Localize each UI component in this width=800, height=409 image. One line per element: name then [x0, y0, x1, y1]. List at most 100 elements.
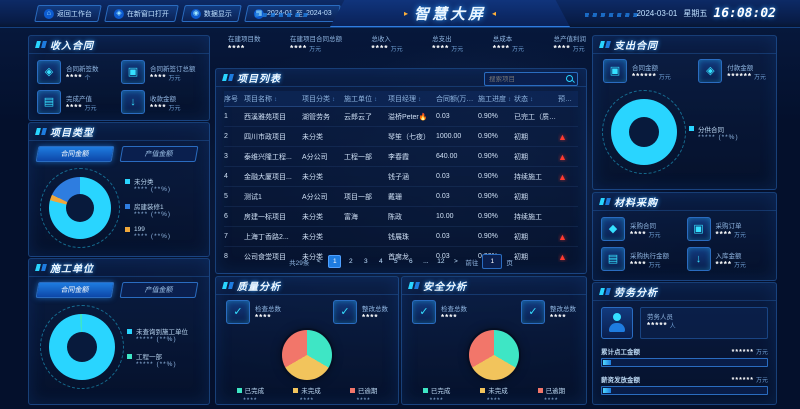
kpi-total-cost: 总成本 **** 万元: [493, 33, 524, 61]
sort-icon[interactable]: ↕: [530, 97, 533, 103]
legend-dot: [480, 387, 486, 393]
tab-contract-amount[interactable]: 合同金额: [35, 146, 115, 162]
panel-title: 质量分析: [216, 277, 398, 295]
legend-dot: [125, 178, 130, 184]
page-button-12[interactable]: 12: [437, 258, 445, 265]
project-table: 序号 项目名称↕ 项目分类↕ 施工单位↕ 项目经理↕ 合同额(万元)↕ 施工进度…: [224, 91, 578, 266]
kpi-label: 总收入: [371, 36, 391, 43]
shield-icon: ◈: [37, 60, 61, 84]
next-page-button[interactable]: >: [453, 258, 458, 265]
title-bars-icon: [599, 41, 611, 48]
kpi-value: **** 万元: [289, 43, 322, 53]
stat-quality-rectify: ✓ 整改总数 ****: [333, 300, 388, 324]
kpi-total-expense: 总支出 **** 万元: [432, 33, 463, 61]
legend-item: 已完成 ****: [422, 385, 450, 404]
panel-income-contracts: 收入合同 ◈ 合同新签数 **** 个 ▣ 合同新签订总额 **** 万元 ▤ 完成…: [28, 35, 210, 121]
warning-icon: ▲: [558, 151, 567, 162]
stat-purchase-order: ▣ 采购订单 **** 万元: [686, 217, 769, 241]
page-button-6[interactable]: 6: [409, 258, 413, 265]
table-row[interactable]: 2 四川市政项目 未分类 琴笙（七夜） 1000.00 0.90% 初期 ▲: [224, 127, 578, 147]
page-button-5[interactable]: 5: [394, 258, 398, 265]
page-button-4[interactable]: 4: [379, 258, 383, 265]
table-row[interactable]: 5 测试1 A分公司 项目一部 戴珊 0.03 0.90% 初期: [224, 187, 578, 207]
legend-item: 工程一部 ***** (**%): [127, 351, 188, 368]
stat-purchase-exec: ▤ 采购执行金额 **** 万元: [601, 247, 683, 271]
search-input[interactable]: [485, 75, 565, 83]
sort-icon[interactable]: ↕: [332, 96, 335, 103]
tab-output-amount[interactable]: 产值金额: [119, 282, 199, 298]
legend-item: 未完成 ****: [293, 385, 321, 404]
construction-unit-donut-chart: [40, 305, 124, 389]
search-icon[interactable]: [565, 74, 575, 84]
prev-page-button[interactable]: <: [316, 258, 321, 265]
kpi-contract-total: 在建项目合同总额 **** 万元: [290, 33, 342, 61]
table-header-row: 序号 项目名称↕ 项目分类↕ 施工单位↕ 项目经理↕ 合同额(万元)↕ 施工进度…: [224, 91, 578, 107]
quality-pie-chart: [282, 330, 332, 380]
purchase-exec-icon: ▤: [601, 247, 625, 271]
page-title: 智慧大屏: [413, 5, 486, 23]
page-button-2[interactable]: 2: [349, 258, 353, 265]
tab-output-amount[interactable]: 产值金额: [119, 146, 199, 162]
stat-inbound-amount: ↓ 入库金额 **** 万元: [686, 247, 769, 271]
panel-material-procurement: 材料采购 ◆ 采购合同 **** 万元 ▣ 采购订单 **** 万元 ▤ 采购执行金…: [592, 192, 777, 281]
panel-title: 项目类型: [29, 123, 209, 141]
panel-title: 支出合同: [593, 36, 776, 54]
sort-icon[interactable]: ↕: [374, 96, 377, 103]
receive-icon: ↓: [121, 90, 145, 114]
goto-page-input[interactable]: [482, 254, 503, 269]
panel-title: 安全分析: [402, 277, 586, 295]
kpi-value: **** 万元: [492, 43, 524, 53]
pagination: 共29条 < 1 2 3 4 5 6 ... 12 > 前往 页: [216, 254, 586, 269]
kpi-total-income: 总收入 **** 万元: [371, 33, 402, 61]
goto-unit: 页: [506, 259, 513, 267]
legend-dot: [125, 203, 130, 209]
labor-salary-bar: [601, 386, 768, 395]
legend-dot: [537, 387, 543, 393]
panel-project-list: 项目列表 序号 项目名称↕ 项目分类↕ 施工单位↕ 项目经理↕ 合同额(万元)↕…: [215, 68, 587, 274]
sort-icon[interactable]: ↕: [274, 96, 277, 103]
goto-label: 前往: [465, 259, 479, 267]
title-bars-icon: [408, 282, 420, 289]
kpi-value: ****: [228, 43, 246, 53]
title-bars-icon: [599, 288, 611, 295]
monitor-icon: ◉: [191, 8, 201, 19]
open-new-window-button[interactable]: ◈ 在新窗口打开: [104, 5, 179, 22]
legend-dot: [236, 387, 242, 393]
page-ellipsis: ...: [423, 258, 429, 265]
kpi-label: 总支出: [432, 36, 452, 43]
table-row[interactable]: 3 泰维兴隆工程... A分公司 工程一部 李春霞 640.00 0.90% 初期 ▲: [224, 147, 578, 167]
kpi-output-profit: 总产值利润 **** 万元: [553, 33, 586, 61]
page-button-1[interactable]: 1: [328, 255, 342, 268]
table-row[interactable]: 4 金融大厦项目... 未分类 钱子涵 0.03 0.90% 持续施工 ▲: [224, 167, 578, 187]
contract-icon: ▣: [121, 60, 145, 84]
stat-safety-rectify: ✓ 整改总数 ****: [521, 300, 576, 324]
table-row[interactable]: 6 房建一标项目 未分类 富海 陈政 10.00 0.90% 持续施工: [224, 207, 578, 227]
tab-contract-amount[interactable]: 合同金额: [35, 282, 115, 298]
stat-quality-checks: ✓ 检查总数 ****: [226, 300, 281, 324]
page-button-3[interactable]: 3: [364, 258, 368, 265]
back-to-workspace-button[interactable]: ⌂ 返回工作台: [34, 5, 102, 22]
data-display-button[interactable]: ◉ 数据显示: [181, 5, 242, 22]
external-window-icon: ◈: [114, 8, 124, 19]
legend-dot: [127, 353, 132, 359]
sort-icon[interactable]: ↕: [508, 97, 511, 103]
sort-icon[interactable]: ↕: [418, 96, 421, 103]
stat-new-contract-count: ◈ 合同新签数 **** 个: [37, 60, 117, 84]
stat-new-contract-amount: ▣ 合同新签订总额 **** 万元: [121, 60, 201, 84]
legend-dot: [349, 387, 355, 393]
table-row[interactable]: 1 西溪雅苑项目 湖管劳务 云郎云了 溢桥Peter🔥 0.03 0.90% 已完工（质保..…: [224, 107, 578, 127]
title-bars-icon: [35, 128, 47, 135]
panel-labor-analysis: 劳务分析 劳务人员 ***** 人 累计点工金额 ****** 万元 薪资发放金额 …: [592, 282, 777, 405]
panel-safety-analysis: 安全分析 ✓ 检查总数 **** ✓ 整改总数 **** 已完成 **** 未完成 …: [401, 276, 587, 405]
panel-project-type: 项目类型 合同金额 产值金额 未分类 **** (**%) 房建装修1 ****…: [28, 122, 210, 257]
legend-item: 未查询到施工单位 ***** (**%): [127, 326, 188, 343]
table-row[interactable]: 7 上海丁香路2... 未分类 钱展珠 0.03 0.90% 初期 ▲: [224, 227, 578, 247]
legend-dot: [422, 387, 428, 393]
kpi-label: 在建项目合同总额: [289, 36, 342, 43]
labor-bar-row: 薪资发放金额 ****** 万元: [601, 377, 768, 384]
shield-check-icon: ✓: [226, 300, 250, 324]
legend-item: 未分类 **** (**%): [125, 176, 171, 193]
shield-edit-icon: ✓: [521, 300, 545, 324]
warning-icon: ▲: [558, 131, 567, 142]
